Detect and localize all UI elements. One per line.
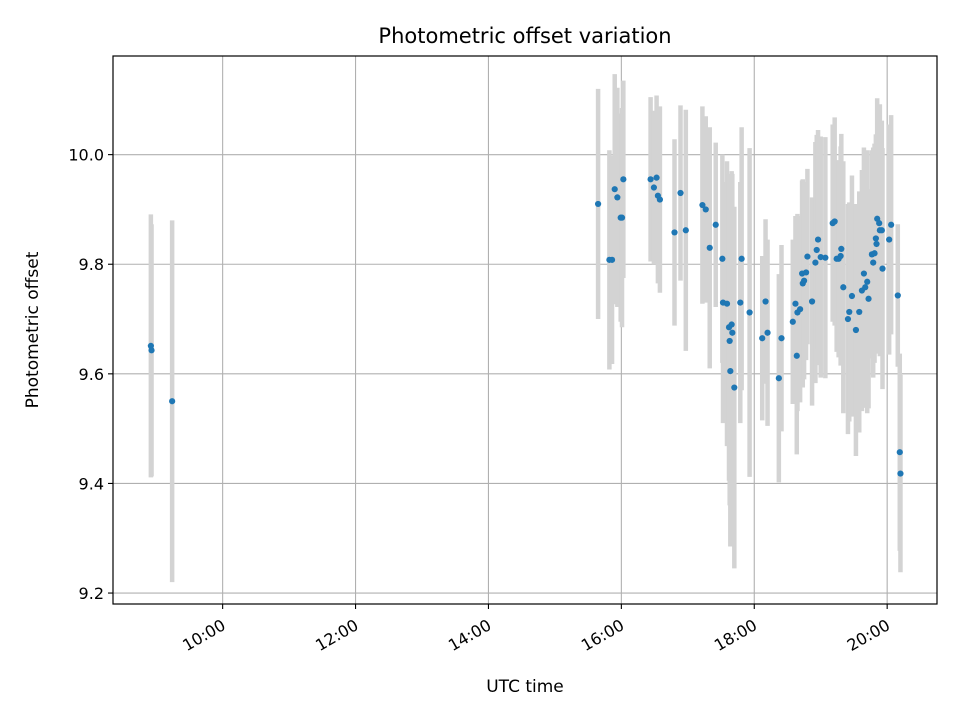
data-point (677, 189, 684, 197)
data-point (793, 352, 800, 359)
data-point (620, 176, 627, 183)
data-point (848, 292, 856, 300)
data-point (886, 236, 893, 243)
data-point (860, 270, 868, 277)
data-point (746, 309, 753, 316)
data-point (731, 384, 738, 391)
data-point (864, 278, 871, 285)
data-point (896, 449, 903, 456)
data-point (800, 277, 808, 284)
data-point (702, 206, 709, 213)
data-point (871, 250, 878, 257)
data-point (844, 315, 852, 323)
data-point (852, 326, 860, 334)
data-point (671, 229, 678, 236)
data-point (808, 298, 816, 305)
data-point (837, 252, 844, 260)
data-point (831, 218, 838, 225)
data-point (846, 308, 853, 316)
data-point (727, 368, 734, 375)
data-point (813, 246, 820, 254)
data-point (608, 256, 616, 263)
data-point (872, 235, 879, 242)
data-point (682, 227, 689, 234)
data-point (759, 335, 766, 342)
data-point (870, 259, 877, 266)
data-point (650, 184, 658, 191)
y-tick-label: 10.0 (68, 146, 104, 165)
data-point (762, 298, 769, 305)
data-point (778, 335, 785, 342)
data-point (723, 300, 731, 307)
data-point (862, 284, 869, 291)
data-point (838, 245, 845, 252)
data-point (865, 295, 872, 302)
data-point (797, 306, 804, 313)
y-tick-label: 9.8 (79, 255, 104, 274)
data-point (738, 255, 745, 262)
data-point (876, 220, 883, 227)
data-point (706, 244, 713, 251)
data-point (814, 236, 822, 243)
data-point (894, 292, 901, 299)
data-point (812, 259, 819, 266)
data-point (764, 329, 771, 336)
data-point (897, 470, 904, 477)
data-point (822, 254, 829, 261)
data-point (653, 174, 660, 181)
data-point (712, 221, 719, 228)
data-point (840, 284, 847, 291)
data-point (804, 253, 811, 260)
data-point (594, 200, 602, 208)
data-point (148, 347, 155, 354)
data-point (775, 375, 782, 382)
data-point (729, 329, 736, 336)
x-axis-label: UTC time (486, 677, 564, 697)
y-tick-label: 9.6 (79, 365, 104, 384)
data-point (614, 194, 621, 201)
y-tick-label: 9.4 (79, 474, 104, 493)
data-point (879, 265, 886, 272)
data-point (878, 227, 885, 234)
data-point (817, 254, 824, 261)
data-point (856, 308, 863, 316)
y-axis-label: Photometric offset (23, 251, 43, 408)
data-point (792, 300, 799, 307)
data-point (888, 221, 895, 228)
data-point (647, 176, 654, 183)
chart-title: Photometric offset variation (378, 24, 671, 48)
data-point (728, 321, 735, 328)
data-point (699, 201, 706, 209)
data-point (737, 299, 744, 306)
data-points (147, 174, 904, 477)
data-point (618, 214, 626, 221)
data-point (789, 318, 796, 325)
data-point (656, 196, 663, 203)
data-point (719, 255, 726, 262)
data-point (802, 269, 810, 276)
axes-frame (112, 55, 938, 605)
y-tick-label: 9.2 (79, 584, 104, 603)
data-point (726, 337, 733, 345)
data-point (169, 398, 176, 405)
data-point (611, 186, 618, 193)
data-point (873, 240, 880, 248)
